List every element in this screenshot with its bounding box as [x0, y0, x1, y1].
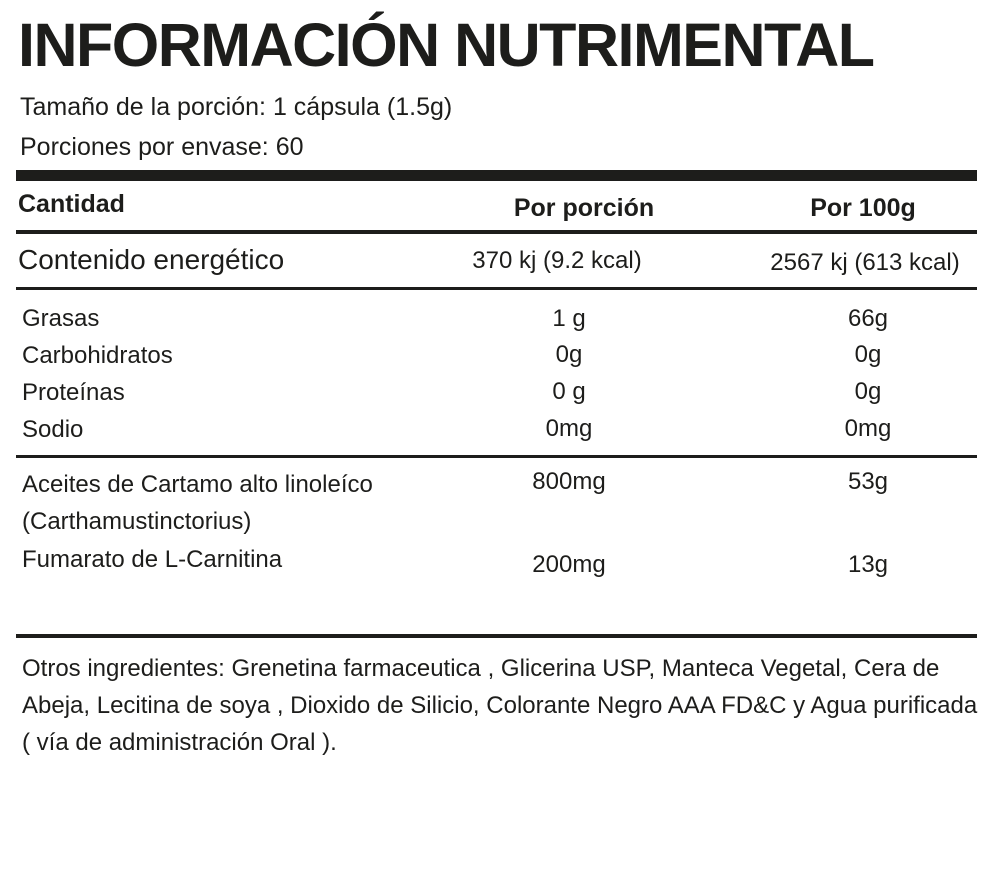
thick-divider [16, 170, 977, 181]
nutrient-name-protein: Proteínas [22, 379, 125, 406]
header-divider [16, 230, 977, 234]
nutrient-protein-per-100g: 0g [854, 378, 882, 405]
energy-divider [16, 287, 977, 290]
servings-per-container-row: Porciones por envase: 60 [20, 132, 304, 162]
serving-size-label: Tamaño de la porción: [20, 93, 266, 121]
energy-label: Contenido energético [18, 244, 285, 275]
servings-per-container-value: 60 [275, 133, 304, 161]
servings-per-container-label: Porciones por envase: [20, 133, 269, 161]
nutrient-sodium-per-100g: 0mg [844, 415, 892, 442]
active-safflower-per-serving: 800mg [532, 468, 606, 495]
nutrient-carbs-per-100g: 0g [854, 341, 882, 368]
nutrients-divider [16, 455, 977, 458]
nutrient-name-sodium: Sodio [22, 416, 84, 443]
active-name-carnitine: Fumarato de L-Carnitina [22, 546, 283, 573]
header-per-serving: Por porción [513, 194, 655, 222]
nutrient-fat-per-serving: 1 g [552, 305, 586, 332]
nutrient-protein-per-serving: 0 g [552, 378, 586, 405]
nutrient-fat-per-100g: 66g [847, 305, 889, 332]
energy-per-serving: 370 kj (9.2 kcal) [472, 247, 642, 274]
ingredients-divider [16, 634, 977, 638]
serving-size-row: Tamaño de la porción: 1 cápsula (1.5g) [20, 92, 452, 122]
active-carnitine-per-100g: 13g [847, 551, 889, 578]
active-name-safflower-line1: Aceites de Cartamo alto linoleíco [22, 471, 373, 498]
active-safflower-per-100g: 53g [847, 468, 889, 495]
label-title: INFORMACIÓN NUTRIMENTAL [18, 11, 875, 79]
nutrient-name-carbs: Carbohidratos [22, 342, 173, 369]
header-quantity: Cantidad [18, 190, 125, 218]
serving-size-value: 1 cápsula (1.5g) [272, 93, 453, 121]
energy-per-100g: 2567 kj (613 kcal) [770, 249, 960, 276]
nutrient-carbs-per-serving: 0g [555, 341, 583, 368]
active-name-safflower-line2: (Carthamustinctorius) [22, 508, 252, 535]
other-ingredients: Otros ingredientes: Grenetina farmaceuti… [22, 655, 978, 756]
nutrient-name-fat: Grasas [22, 305, 100, 332]
active-carnitine-per-serving: 200mg [532, 551, 606, 578]
nutrient-sodium-per-serving: 0mg [545, 415, 593, 442]
header-per-100g: Por 100g [810, 194, 916, 222]
